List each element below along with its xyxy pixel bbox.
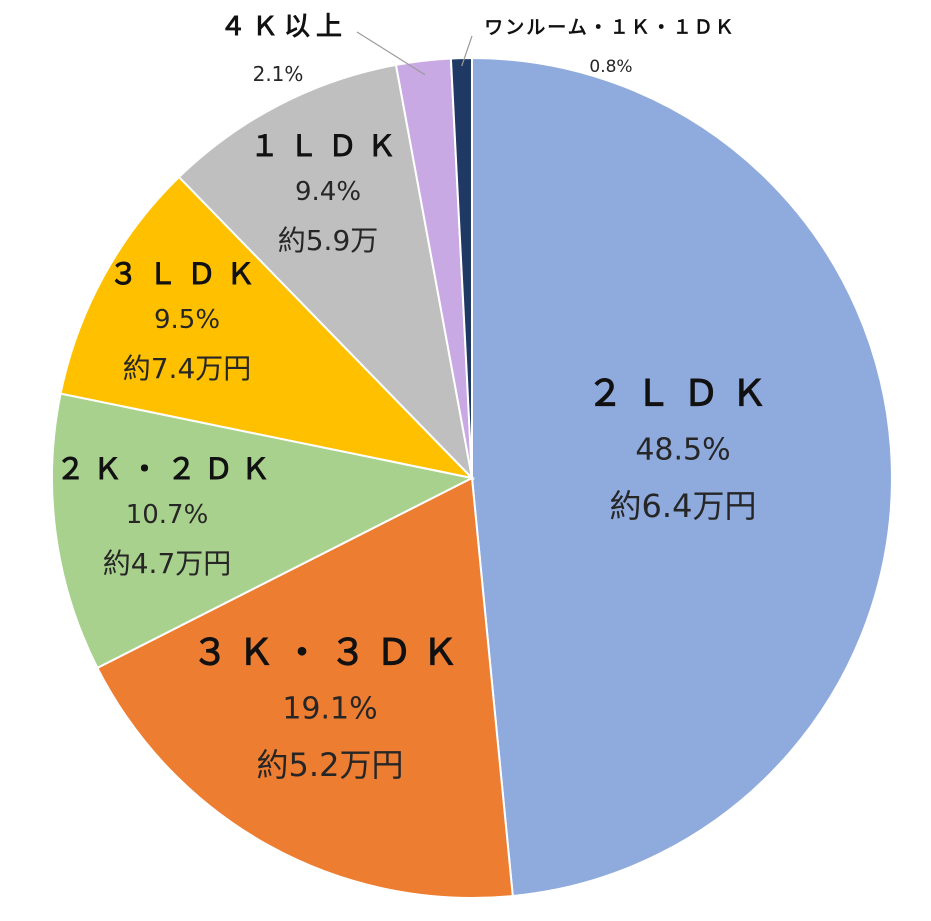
slice-5-rent: 約5.9万 — [278, 224, 379, 257]
slice-6-label: ４Ｋ以上 — [220, 12, 348, 42]
slice-6-leader-line — [356, 31, 426, 76]
slice-2-percent: 19.1% — [282, 691, 377, 726]
slice-2-label: ３Ｋ・３ＤＫ — [192, 633, 468, 674]
slice-labels: ２ＬＤＫ 48.5% 約6.4万円 ３Ｋ・３ＤＫ 19.1% 約5.2万円 ２Ｋ・２ＤＫ 10… — [56, 12, 779, 784]
slice-2-wedge — [96, 476, 514, 899]
slice-1-percent: 48.5% — [635, 432, 730, 467]
slice-3-wedge — [51, 392, 476, 670]
slice-1-rent: 約6.4万円 — [610, 487, 757, 525]
slice-7-percent: 0.8% — [589, 57, 632, 77]
slice-1-wedge — [471, 56, 893, 898]
slice-4-wedge — [59, 175, 475, 480]
slice-2-rent: 約5.2万円 — [257, 746, 404, 784]
slice-4-rent: 約7.4万円 — [123, 352, 252, 385]
slice-3-rent: 約4.7万円 — [103, 547, 232, 580]
pie-slices — [51, 56, 893, 899]
slice-1-label: ２ＬＤＫ — [587, 374, 779, 415]
slice-6-percent: 2.1% — [253, 62, 304, 86]
slice-5-label: １ＬＤＫ — [250, 129, 406, 163]
slice-5-percent: 9.4% — [295, 177, 361, 207]
slice-7-leader-line — [461, 35, 473, 67]
slice-3-label: ２Ｋ・２ＤＫ — [56, 452, 278, 486]
slice-4-percent: 9.5% — [154, 305, 220, 335]
leader-lines — [356, 31, 473, 76]
slice-3-percent: 10.7% — [126, 500, 209, 530]
slice-4-label: ３ＬＤＫ — [109, 257, 265, 291]
slice-7-label: ワンルーム・１Ｋ・１ＤＫ — [484, 17, 735, 39]
slice-7-wedge — [449, 56, 473, 479]
slice-5-wedge — [177, 63, 474, 482]
